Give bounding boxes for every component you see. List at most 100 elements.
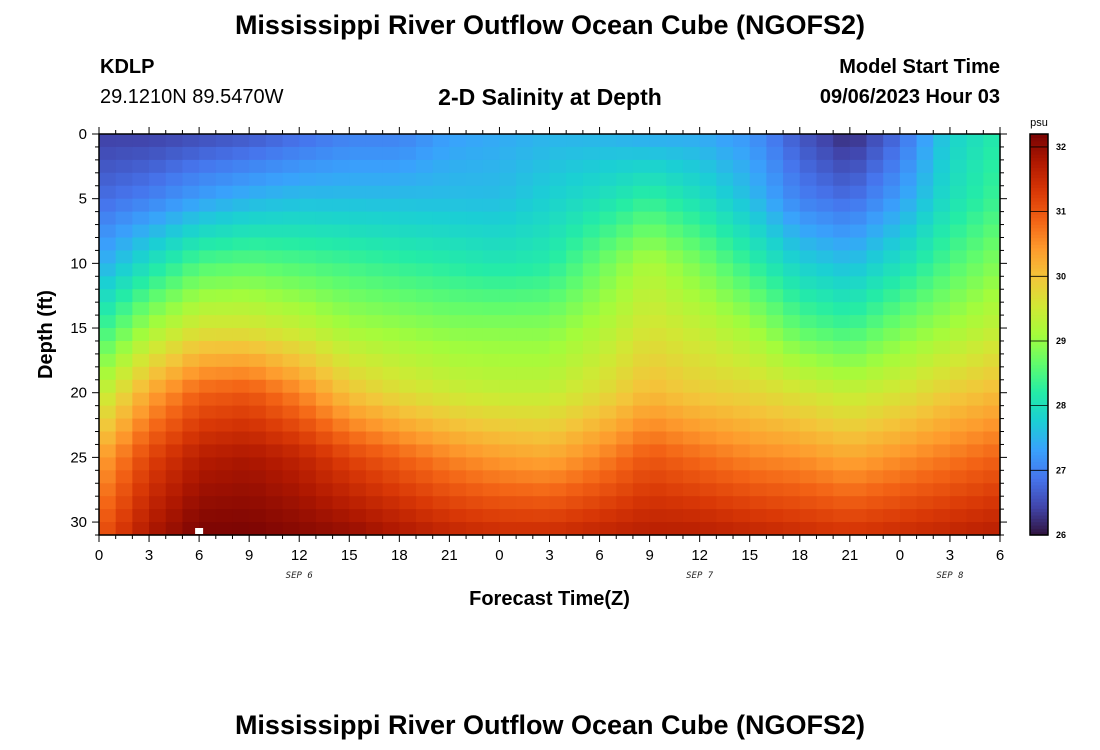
heatmap-cell	[149, 522, 167, 536]
date-label: SEP 8	[936, 571, 963, 581]
heatmap-cell	[549, 483, 567, 497]
heatmap-cell	[716, 509, 734, 523]
heatmap-cell	[783, 328, 801, 342]
heatmap-cell	[733, 315, 751, 329]
heatmap-cell	[182, 418, 200, 433]
colorbar-tick-label: 30	[1056, 271, 1066, 281]
heatmap-cell	[182, 470, 200, 484]
heatmap-cell	[783, 250, 801, 264]
heatmap-cell	[883, 366, 901, 381]
heatmap-cell	[716, 379, 734, 394]
heatmap-cell	[833, 328, 851, 342]
heatmap-cell	[215, 353, 234, 368]
colorbar-segment	[1030, 240, 1048, 245]
heatmap-cell	[482, 328, 501, 342]
heatmap-cell	[516, 185, 534, 200]
heatmap-cell	[599, 237, 617, 252]
heatmap-cell	[549, 198, 567, 213]
heatmap-cell	[349, 431, 367, 446]
heatmap-cell	[649, 392, 667, 407]
heatmap-cell	[532, 211, 551, 226]
heatmap-cell	[733, 159, 751, 174]
heatmap-cell	[232, 392, 250, 407]
heatmap-cell	[132, 198, 150, 213]
heatmap-cell	[382, 276, 400, 290]
heatmap-cell	[516, 198, 534, 213]
heatmap-cell	[499, 224, 517, 239]
colorbar-segment	[1030, 230, 1048, 235]
heatmap-cell	[249, 470, 267, 484]
heatmap-cell	[516, 146, 534, 161]
heatmap-cell	[949, 289, 968, 303]
heatmap-cell	[783, 237, 801, 252]
heatmap-cell	[949, 496, 968, 510]
heatmap-cell	[432, 470, 450, 484]
colorbar-segment	[1030, 287, 1048, 292]
heatmap-cell	[265, 431, 284, 446]
heatmap-cell	[349, 315, 367, 329]
colorbar-segment	[1030, 304, 1048, 309]
heatmap-cell	[482, 379, 501, 394]
station-coordinates: 29.1210N 89.5470W	[100, 86, 284, 108]
heatmap-cell	[232, 185, 250, 200]
heatmap-cell	[482, 159, 501, 174]
heatmap-cell	[716, 159, 734, 174]
heatmap-cell	[833, 172, 851, 187]
heatmap-cell	[416, 198, 434, 213]
heatmap-cell	[616, 315, 634, 329]
heatmap-cell	[599, 224, 617, 239]
heatmap-cell	[599, 340, 617, 355]
heatmap-cell	[699, 237, 717, 252]
colorbar-tick-label: 32	[1056, 142, 1066, 152]
heatmap-cell	[299, 224, 317, 239]
heatmap-cell	[349, 353, 367, 368]
heatmap-cell	[916, 328, 934, 342]
heatmap-cell	[582, 366, 601, 381]
heatmap-cell	[966, 431, 984, 446]
heatmap-cell	[199, 405, 217, 420]
heatmap-cell	[883, 289, 901, 303]
heatmap-cell	[282, 146, 300, 161]
heatmap-cell	[332, 211, 350, 226]
colorbar-segment	[1030, 327, 1048, 332]
colorbar-segment	[1030, 431, 1048, 436]
heatmap-cell	[783, 198, 801, 213]
heatmap-cell	[833, 159, 851, 174]
heatmap-cell	[849, 418, 868, 433]
heatmap-cell	[132, 211, 150, 226]
heatmap-cell	[866, 328, 884, 342]
heatmap-cell	[449, 444, 467, 458]
heatmap-cell	[249, 379, 267, 394]
heatmap-cell	[983, 159, 1001, 174]
heatmap-cell	[783, 418, 801, 433]
heatmap-cell	[315, 276, 334, 290]
heatmap-cell	[649, 444, 667, 458]
heatmap-cell	[766, 276, 784, 290]
heatmap-cell	[132, 431, 150, 446]
heatmap-cell	[849, 483, 868, 497]
heatmap-cell	[115, 276, 133, 290]
heatmap-cell	[199, 198, 217, 213]
heatmap-cell	[165, 366, 184, 381]
heatmap-cell	[766, 302, 784, 316]
heatmap-cell	[632, 379, 651, 394]
heatmap-cell	[165, 483, 184, 497]
heatmap-cell	[666, 483, 684, 497]
heatmap-cell	[949, 250, 968, 264]
heatmap-cell	[783, 263, 801, 277]
heatmap-cell	[416, 159, 434, 174]
colorbar-segment	[1030, 200, 1048, 205]
heatmap-cell	[282, 159, 300, 174]
heatmap-cell	[733, 457, 751, 471]
heatmap-cell	[716, 444, 734, 458]
heatmap-cell	[966, 392, 984, 407]
heatmap-cell	[365, 392, 384, 407]
heatmap-cell	[733, 146, 751, 161]
heatmap-cell	[199, 509, 217, 523]
heatmap-cell	[199, 302, 217, 316]
heatmap-cell	[149, 237, 167, 252]
heatmap-cell	[349, 328, 367, 342]
heatmap-cell	[315, 250, 334, 264]
heatmap-cell	[299, 211, 317, 226]
heatmap-cell	[933, 509, 951, 523]
